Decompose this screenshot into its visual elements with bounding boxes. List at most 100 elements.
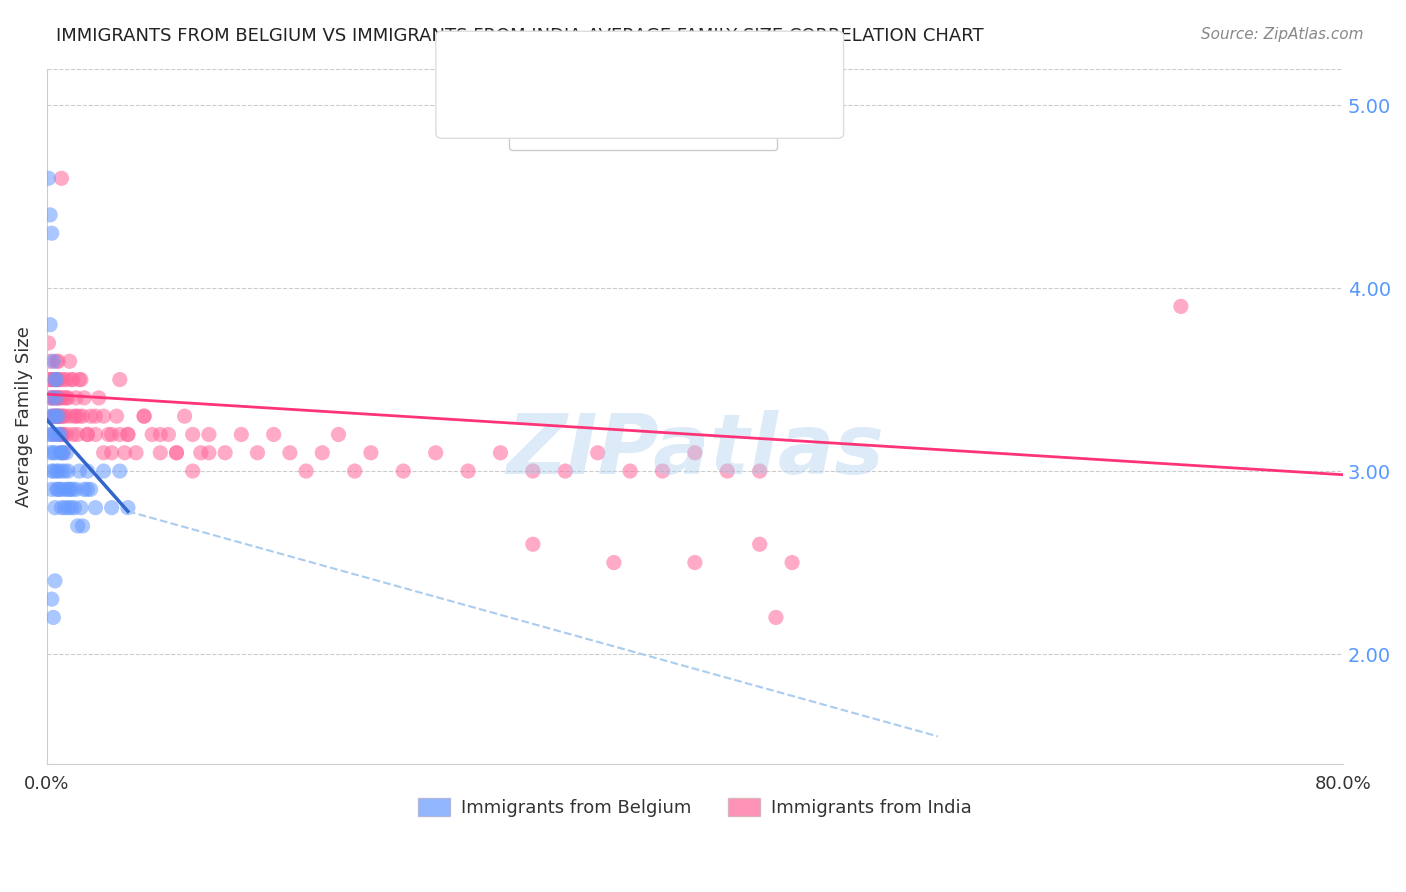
Point [603,556,626,570]
Point [41,391,63,405]
Point [67,464,90,478]
Point [45,464,67,478]
Point [44,409,66,424]
Point [45,483,67,497]
Point [67,373,90,387]
Point [44,373,66,387]
Point [651,464,673,478]
Point [79,483,101,497]
Point [72,409,94,424]
Point [52,483,75,497]
Point [44,409,66,424]
Point [39,208,62,222]
Point [263,427,285,442]
Point [93,409,115,424]
Text: Source: ZipAtlas.com: Source: ZipAtlas.com [1201,27,1364,42]
Point [76,483,98,497]
Point [780,556,803,570]
Point [44,427,66,442]
Point [748,537,770,551]
Point [311,446,333,460]
Point [46,483,69,497]
Point [53,464,76,478]
Point [190,446,212,460]
Point [93,446,115,460]
Point [51,171,73,186]
Point [51,446,73,460]
Point [63,500,86,515]
Text: IMMIGRANTS FROM BELGIUM VS IMMIGRANTS FROM INDIA AVERAGE FAMILY SIZE CORRELATION: IMMIGRANTS FROM BELGIUM VS IMMIGRANTS FR… [56,27,984,45]
Point [51,427,73,442]
Point [56,464,79,478]
Point [62,483,84,497]
Point [45,409,67,424]
Point [39,318,62,332]
Point [49,483,72,497]
Point [198,446,221,460]
Point [46,427,69,442]
Point [42,409,65,424]
Point [73,483,96,497]
Point [522,464,544,478]
Point [44,574,66,588]
Point [42,464,65,478]
Point [246,446,269,460]
Point [39,354,62,368]
Point [343,464,366,478]
Point [132,409,155,424]
Point [70,373,93,387]
Point [457,464,479,478]
Point [45,391,67,405]
Point [53,391,76,405]
Point [42,610,65,624]
Point [46,391,69,405]
Point [46,464,69,478]
Point [117,427,139,442]
Point [117,500,139,515]
Point [489,446,512,460]
Point [67,409,90,424]
Point [166,446,188,460]
Point [58,354,80,368]
Point [42,446,65,460]
Point [46,409,69,424]
Point [66,519,89,533]
Point [84,427,107,442]
Point [79,409,101,424]
Point [62,373,84,387]
Point [108,373,131,387]
Point [522,537,544,551]
Point [295,464,318,478]
Point [49,373,72,387]
Point [42,427,65,442]
Point [214,446,236,460]
Point [554,464,576,478]
Point [55,427,77,442]
Point [181,464,204,478]
Point [58,483,80,497]
Point [72,519,94,533]
Point [60,500,83,515]
Point [100,500,122,515]
Point [45,391,67,405]
Point [38,427,60,442]
Point [84,409,107,424]
Point [42,409,65,424]
Point [44,446,66,460]
Point [46,409,69,424]
Point [41,391,63,405]
Point [41,373,63,387]
Point [51,409,73,424]
Point [39,391,62,405]
Point [63,409,86,424]
Point [44,391,66,405]
Point [46,354,69,368]
Point [66,427,89,442]
Point [100,446,122,460]
Point [360,446,382,460]
Point [52,373,75,387]
Point [58,409,80,424]
Point [100,427,122,442]
Point [58,483,80,497]
Y-axis label: Average Family Size: Average Family Size [15,326,32,507]
